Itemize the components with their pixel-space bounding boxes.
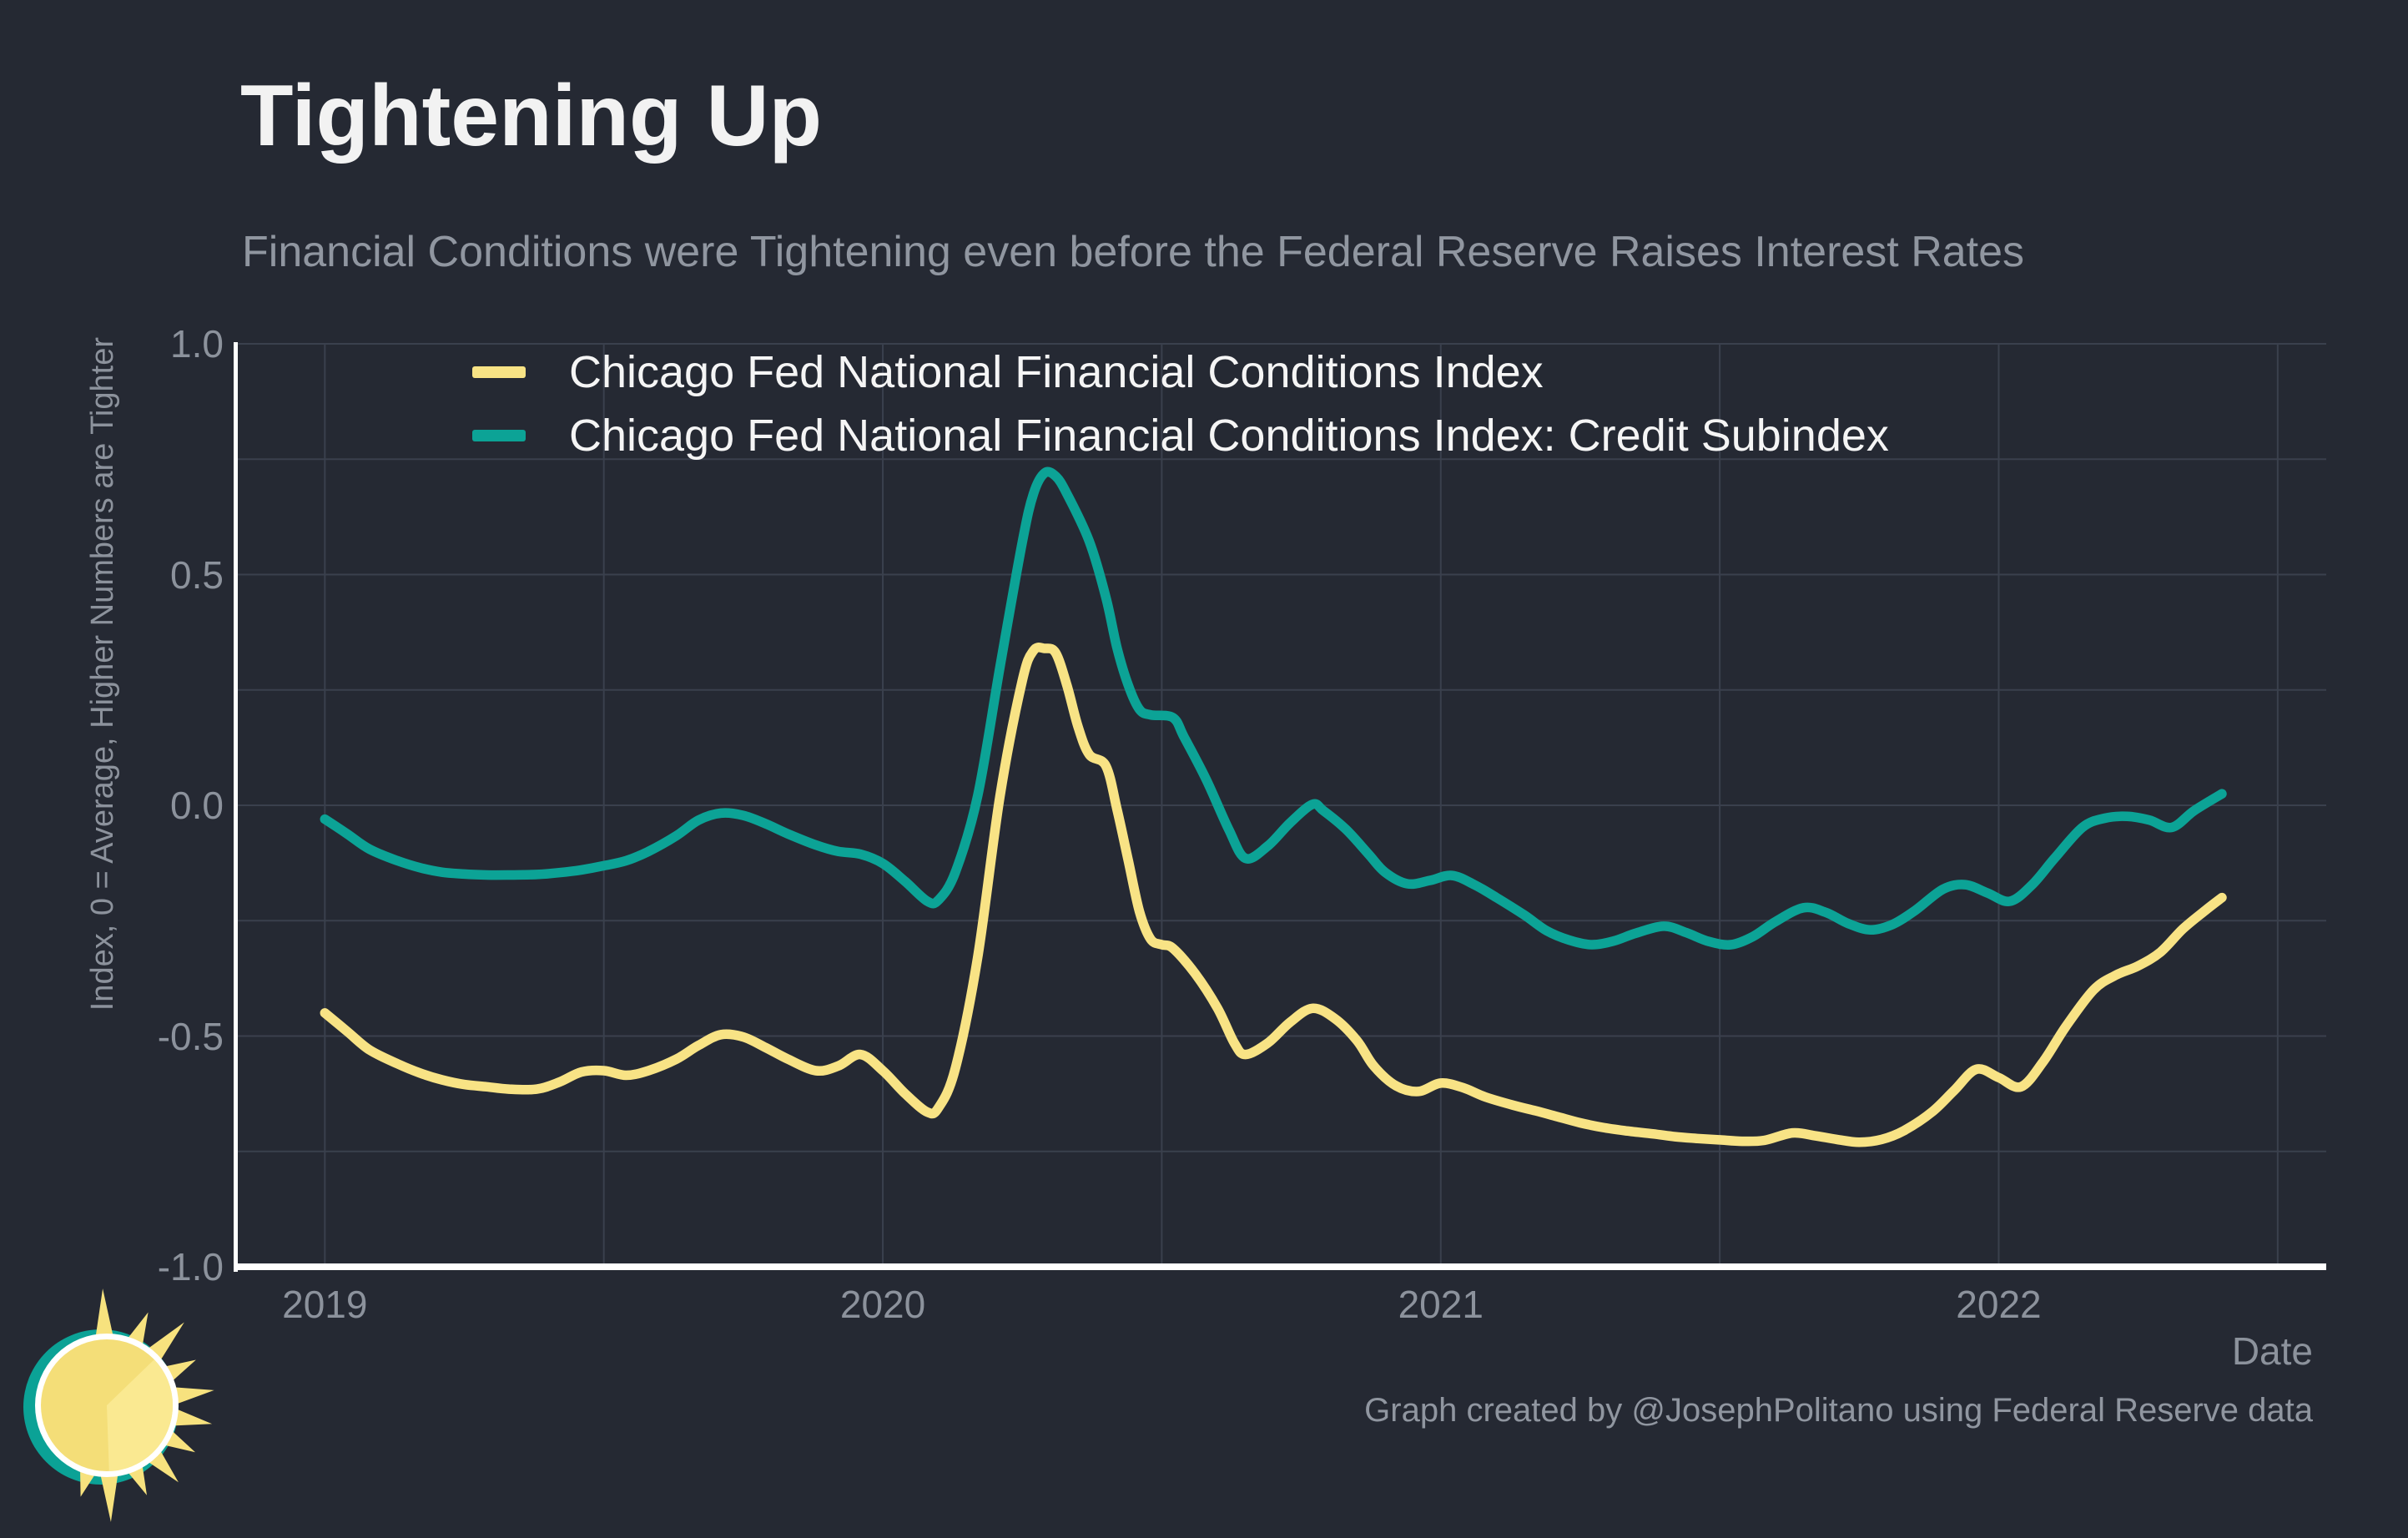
x-tick-label: 2019 (282, 1283, 368, 1326)
y-tick-label: 0.0 (170, 784, 224, 827)
legend-label: Chicago Fed National Financial Condition… (569, 347, 1544, 397)
x-axis-spine (234, 1263, 2326, 1270)
legend-item: Chicago Fed National Financial Condition… (472, 340, 1889, 404)
y-tick-label: -1.0 (157, 1245, 224, 1288)
chart-title: Tightening Up (240, 68, 823, 164)
y-axis-label: Index, 0 = Average, Higher Numbers are T… (85, 337, 120, 1011)
sun-ray (94, 1288, 115, 1344)
legend-label: Chicago Fed National Financial Condition… (569, 411, 1889, 461)
series-line-1 (320, 466, 2227, 950)
y-axis-spine (234, 342, 238, 1272)
x-tick-label: 2020 (839, 1283, 926, 1326)
sun-ray (98, 1467, 119, 1522)
legend-item: Chicago Fed National Financial Condition… (472, 404, 1889, 467)
x-axis-label: Date (2231, 1329, 2313, 1373)
chart-subtitle: Financial Conditions were Tightening eve… (242, 228, 2025, 276)
legend-swatch (472, 366, 526, 378)
gridlines (236, 343, 2326, 1267)
series-line-0 (320, 643, 2227, 1147)
y-tick-label: 1.0 (170, 322, 224, 366)
sun-ray (167, 1386, 214, 1407)
sun-icon (23, 1288, 214, 1522)
y-tick-label: -0.5 (157, 1014, 224, 1058)
series-lines (320, 466, 2227, 1147)
legend: Chicago Fed National Financial Condition… (472, 340, 1889, 467)
credit-text: Graph created by @JosephPolitano using F… (1364, 1392, 2313, 1429)
y-tick-label: 0.5 (170, 552, 224, 597)
sun-disc-highlight (107, 1359, 174, 1471)
x-tick-label: 2022 (1956, 1283, 2042, 1326)
legend-swatch (472, 430, 526, 441)
x-tick-label: 2021 (1398, 1283, 1484, 1326)
